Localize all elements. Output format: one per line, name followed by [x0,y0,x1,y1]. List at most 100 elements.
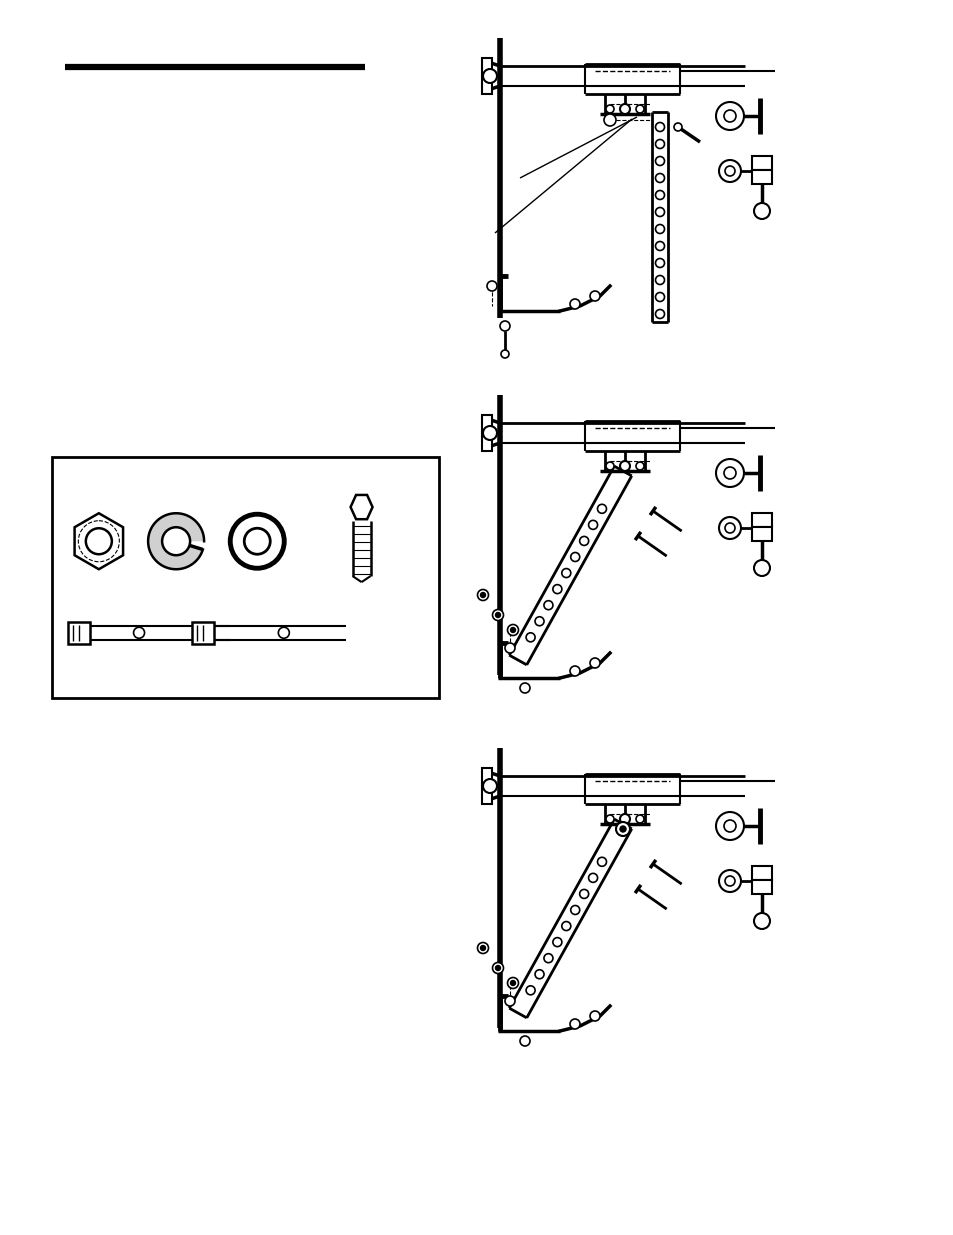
Circle shape [480,593,485,598]
Circle shape [244,529,270,555]
Circle shape [655,140,664,148]
Bar [751,513,771,527]
Circle shape [636,815,643,823]
Circle shape [579,536,588,546]
Circle shape [230,514,284,568]
Circle shape [504,995,515,1007]
Circle shape [636,105,643,112]
Circle shape [655,258,664,268]
Circle shape [525,986,535,995]
Circle shape [655,157,664,165]
Circle shape [655,275,664,284]
Bar [481,58,492,94]
Polygon shape [350,495,373,519]
Circle shape [570,905,579,914]
Circle shape [724,165,734,177]
Circle shape [569,1019,579,1029]
Circle shape [495,613,500,618]
Circle shape [753,913,769,929]
Circle shape [543,600,553,610]
Circle shape [723,467,735,479]
Circle shape [589,658,599,668]
Circle shape [719,161,740,182]
Circle shape [553,584,561,594]
Circle shape [619,104,629,114]
Circle shape [492,962,503,973]
Circle shape [605,462,614,471]
Circle shape [605,105,614,112]
Circle shape [510,981,515,986]
Bar [751,881,771,894]
Circle shape [655,310,664,319]
Circle shape [500,350,509,358]
Circle shape [619,814,629,824]
Circle shape [561,921,570,930]
Circle shape [655,122,664,131]
Circle shape [589,291,599,301]
Bar [751,156,771,170]
Circle shape [486,282,497,291]
Circle shape [723,110,735,122]
Circle shape [619,461,629,471]
Circle shape [716,103,743,130]
Circle shape [519,683,530,693]
Circle shape [655,207,664,216]
Circle shape [477,942,488,953]
Circle shape [636,462,643,471]
Circle shape [543,953,553,963]
Circle shape [603,114,616,126]
Circle shape [579,889,588,898]
Circle shape [719,517,740,538]
Circle shape [619,826,625,832]
Circle shape [278,627,289,638]
Circle shape [753,559,769,576]
Circle shape [569,666,579,676]
Circle shape [553,937,561,946]
Bar [751,866,771,881]
Circle shape [482,779,497,793]
Circle shape [570,552,579,562]
Circle shape [499,321,510,331]
Circle shape [162,527,190,556]
Circle shape [723,820,735,832]
Bar [192,621,213,643]
Circle shape [616,823,629,836]
Circle shape [561,568,570,578]
Circle shape [753,203,769,219]
Circle shape [724,522,734,534]
Polygon shape [148,514,204,569]
Circle shape [605,815,614,823]
Circle shape [535,616,543,626]
Circle shape [588,520,597,530]
Circle shape [597,857,606,866]
Circle shape [716,811,743,840]
Circle shape [482,426,497,440]
Circle shape [597,504,606,514]
Circle shape [86,529,112,555]
Circle shape [569,299,579,309]
Circle shape [519,1036,530,1046]
Circle shape [655,293,664,301]
Circle shape [655,173,664,183]
Circle shape [719,869,740,892]
Bar [481,768,492,804]
Circle shape [492,610,503,620]
Bar [481,415,492,451]
Circle shape [133,627,145,638]
Polygon shape [74,514,123,569]
Bar [751,170,771,184]
Circle shape [510,627,515,632]
Circle shape [724,876,734,885]
Circle shape [589,1011,599,1021]
Bar [68,621,90,643]
Bar [52,457,438,698]
Circle shape [716,459,743,487]
Circle shape [588,873,597,882]
Circle shape [495,966,500,971]
Circle shape [535,969,543,979]
Circle shape [655,190,664,200]
Circle shape [525,632,535,642]
Circle shape [477,589,488,600]
Circle shape [655,242,664,251]
Circle shape [655,225,664,233]
